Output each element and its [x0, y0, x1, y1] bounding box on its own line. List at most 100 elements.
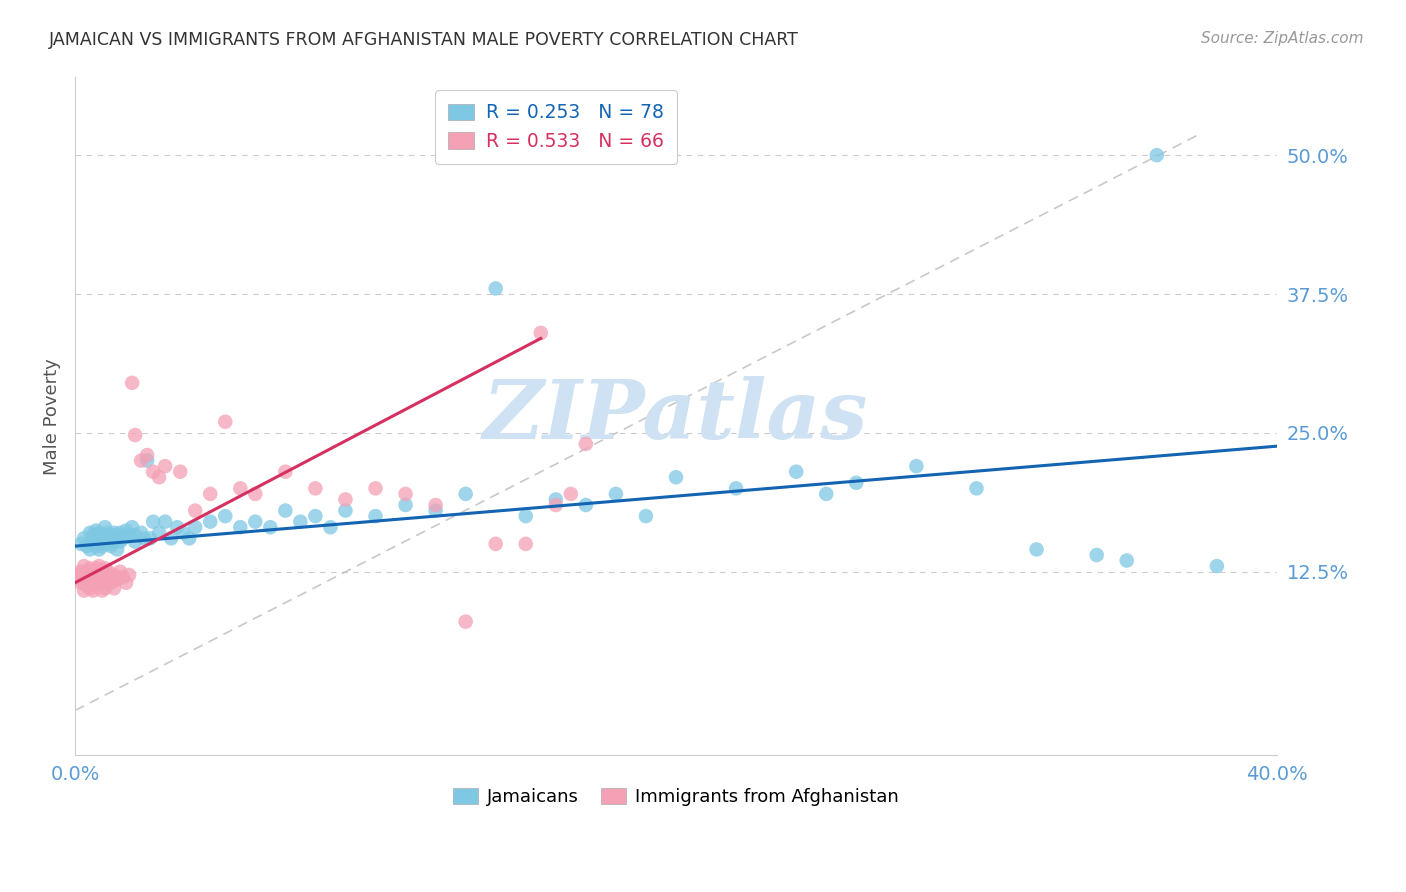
Point	[118, 568, 141, 582]
Point	[121, 376, 143, 390]
Point	[79, 525, 101, 540]
Point	[79, 582, 101, 596]
Point	[97, 537, 120, 551]
Point	[115, 524, 138, 538]
Point	[575, 437, 598, 451]
Point	[274, 465, 297, 479]
Point	[845, 475, 868, 490]
Point	[91, 565, 114, 579]
Point	[100, 532, 122, 546]
Point	[304, 481, 326, 495]
Point	[274, 503, 297, 517]
Text: JAMAICAN VS IMMIGRANTS FROM AFGHANISTAN MALE POVERTY CORRELATION CHART: JAMAICAN VS IMMIGRANTS FROM AFGHANISTAN …	[49, 31, 799, 49]
Point	[87, 559, 110, 574]
Point	[79, 573, 101, 587]
Point	[725, 481, 748, 495]
Point	[105, 528, 128, 542]
Point	[229, 520, 252, 534]
Point	[79, 542, 101, 557]
Point	[166, 520, 188, 534]
Point	[87, 573, 110, 587]
Point	[82, 565, 104, 579]
Point	[105, 573, 128, 587]
Point	[575, 498, 598, 512]
Point	[966, 481, 988, 495]
Point	[76, 570, 98, 584]
Point	[245, 487, 267, 501]
Point	[84, 561, 107, 575]
Point	[112, 532, 135, 546]
Point	[94, 561, 117, 575]
Point	[184, 503, 207, 517]
Point	[94, 570, 117, 584]
Point	[124, 428, 146, 442]
Point	[108, 534, 131, 549]
Point	[82, 534, 104, 549]
Point	[335, 492, 357, 507]
Point	[124, 528, 146, 542]
Point	[454, 487, 477, 501]
Point	[160, 532, 183, 546]
Point	[136, 448, 159, 462]
Point	[94, 534, 117, 549]
Point	[76, 539, 98, 553]
Point	[214, 509, 236, 524]
Point	[560, 487, 582, 501]
Point	[108, 525, 131, 540]
Point	[84, 539, 107, 553]
Point	[121, 520, 143, 534]
Point	[105, 542, 128, 557]
Point	[82, 575, 104, 590]
Point	[87, 568, 110, 582]
Point	[515, 537, 537, 551]
Point	[815, 487, 838, 501]
Point	[1146, 148, 1168, 162]
Point	[87, 537, 110, 551]
Point	[169, 465, 191, 479]
Point	[530, 326, 553, 340]
Point	[115, 575, 138, 590]
Point	[153, 459, 176, 474]
Point	[66, 568, 89, 582]
Point	[515, 509, 537, 524]
Point	[103, 568, 125, 582]
Text: ZIPatlas: ZIPatlas	[484, 376, 869, 456]
Point	[84, 532, 107, 546]
Point	[97, 573, 120, 587]
Point	[100, 539, 122, 553]
Point	[605, 487, 627, 501]
Point	[84, 575, 107, 590]
Point	[97, 565, 120, 579]
Point	[245, 515, 267, 529]
Point	[229, 481, 252, 495]
Point	[184, 520, 207, 534]
Point	[97, 525, 120, 540]
Point	[335, 503, 357, 517]
Point	[172, 525, 194, 540]
Point	[84, 570, 107, 584]
Point	[139, 532, 162, 546]
Point	[73, 573, 96, 587]
Point	[103, 525, 125, 540]
Point	[319, 520, 342, 534]
Point	[905, 459, 928, 474]
Point	[544, 492, 567, 507]
Point	[259, 520, 281, 534]
Point	[87, 542, 110, 557]
Point	[148, 470, 170, 484]
Point	[129, 525, 152, 540]
Point	[103, 582, 125, 596]
Text: Source: ZipAtlas.com: Source: ZipAtlas.com	[1201, 31, 1364, 46]
Point	[148, 525, 170, 540]
Point	[108, 565, 131, 579]
Point	[91, 583, 114, 598]
Point	[485, 537, 508, 551]
Point	[73, 532, 96, 546]
Legend: Jamaicans, Immigrants from Afghanistan: Jamaicans, Immigrants from Afghanistan	[446, 780, 905, 814]
Point	[425, 498, 447, 512]
Point	[112, 570, 135, 584]
Point	[124, 534, 146, 549]
Point	[82, 583, 104, 598]
Point	[82, 528, 104, 542]
Point	[179, 532, 201, 546]
